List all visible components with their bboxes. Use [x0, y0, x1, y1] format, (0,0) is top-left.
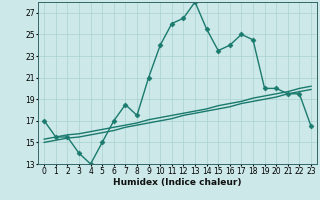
X-axis label: Humidex (Indice chaleur): Humidex (Indice chaleur) [113, 178, 242, 187]
